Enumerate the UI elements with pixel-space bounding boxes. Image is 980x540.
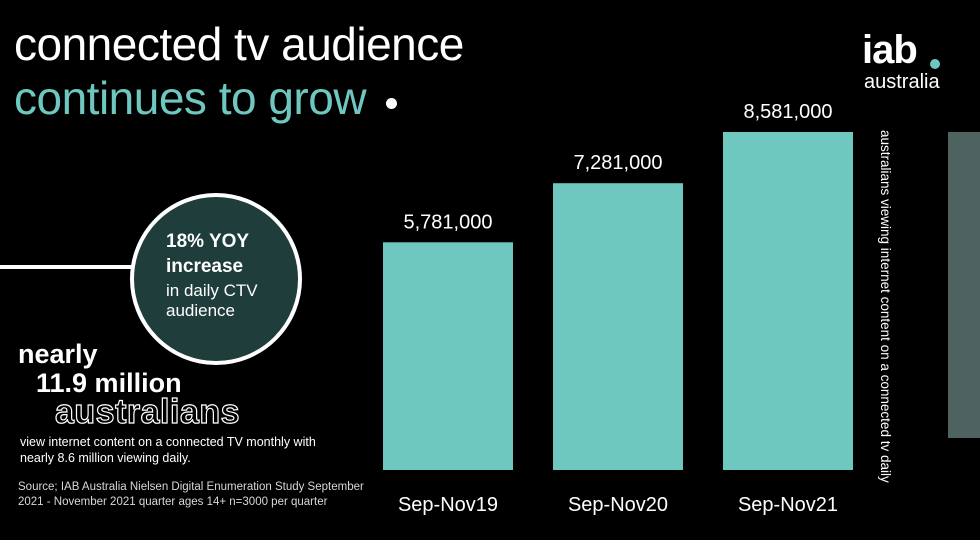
- divider-line: [0, 265, 135, 269]
- yoy-callout-headline: 18% YOY increase: [166, 231, 249, 277]
- page-title-line1: connected tv audience: [14, 18, 464, 70]
- logo-sub-text: australia: [864, 71, 940, 93]
- bar-value-label: 8,581,000: [744, 101, 833, 123]
- y-axis-label: australians viewing internet content on …: [876, 130, 896, 483]
- bar-value-label: 5,781,000: [404, 211, 493, 233]
- x-tick-label: Sep-Nov19: [398, 494, 498, 516]
- page-title-line2: continues to grow: [14, 72, 367, 124]
- highlight-line3: australians: [54, 392, 241, 431]
- x-tick-label: Sep-Nov20: [568, 494, 668, 516]
- bar-sep-nov19: [383, 242, 513, 470]
- logo-main-text: iab: [862, 28, 918, 72]
- iab-australia-logo: iab australia: [862, 28, 952, 98]
- logo-dot: [930, 59, 940, 69]
- x-tick-label: Sep-Nov21: [738, 494, 838, 516]
- highlight-line1: nearly: [18, 339, 98, 369]
- bar-value-label: 7,281,000: [574, 152, 663, 174]
- bar-sep-nov21: [723, 132, 853, 470]
- partial-bar-decoration: [948, 132, 980, 438]
- highlight-description: view internet content on a connected TV …: [20, 435, 316, 465]
- highlight-line2: 11.9 million: [36, 368, 182, 398]
- y-axis-label-text: australians viewing internet content on …: [878, 130, 893, 483]
- title-dot-decoration: [386, 98, 397, 109]
- source-note: Source; IAB Australia Nielsen Digital En…: [18, 481, 364, 508]
- yoy-callout-circle: 18% YOY increase in daily CTV audience: [130, 193, 302, 365]
- bar-sep-nov20: [553, 183, 683, 470]
- yoy-callout-text: in daily CTV audience: [166, 281, 258, 320]
